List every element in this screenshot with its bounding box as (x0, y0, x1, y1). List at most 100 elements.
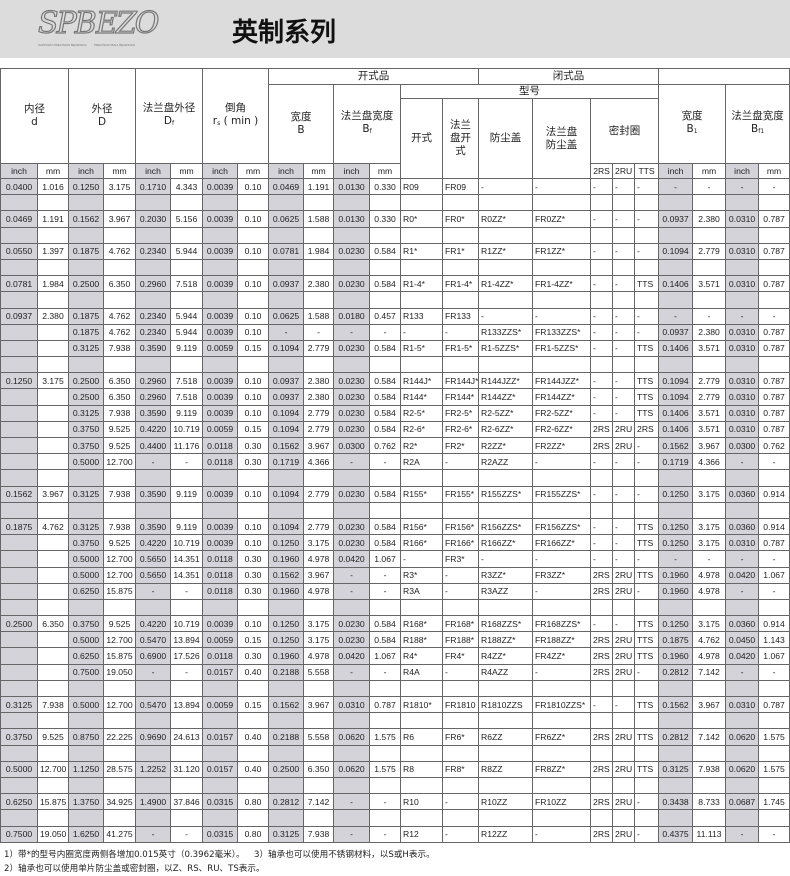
table-cell: - (369, 663, 402, 681)
table-row: 0.5000 12.700 1.1250 28.575 1.2252 31.120 0.01… (0, 760, 790, 778)
table-cell: FR1810 (442, 695, 480, 714)
table-cell (658, 598, 694, 617)
table-cell: 0.3125 (0, 695, 38, 714)
table-cell (170, 291, 203, 309)
table-cell: R2-5ZZ* (478, 404, 534, 422)
table-cell: 0.0039 (202, 485, 238, 503)
table-cell: 0.3125 (68, 404, 104, 422)
table-cell: 0.5000 (68, 631, 104, 649)
table-cell (612, 356, 636, 374)
table-cell (103, 501, 136, 519)
table-cell: 2RS (590, 793, 614, 811)
table-cell (268, 712, 305, 730)
table-cell: 0.1875 (68, 307, 104, 325)
table-cell (202, 291, 238, 309)
table-cell (37, 323, 69, 341)
table-cell (37, 582, 69, 600)
table-cell: - (612, 550, 636, 568)
table-cell: 0.5470 (135, 695, 171, 714)
table-cell (725, 776, 760, 795)
table-cell: 3.967 (303, 695, 335, 714)
table-cell: 0.0625 (268, 210, 305, 228)
table-cell: R144* (400, 388, 444, 406)
table-cell: - (369, 582, 402, 600)
table-cell: R2-6ZZ* (478, 420, 534, 439)
table-cell: FR1-4ZZ* (532, 275, 592, 293)
table-cell: R1-5* (400, 339, 444, 358)
table-cell: 0.0550 (0, 242, 38, 260)
table-cell (590, 598, 614, 617)
table-cell: 0.30 (236, 550, 270, 568)
table-cell: - (333, 663, 371, 681)
table-cell: R10ZZ (478, 793, 534, 811)
table-cell: 0.10 (236, 323, 270, 341)
table-cell (170, 258, 203, 277)
table-cell: - (333, 566, 371, 584)
header-chamfer: 倒角 rs ( min ) (201, 68, 270, 164)
table-cell: 4.366 (303, 453, 335, 471)
table-cell: 0.10 (236, 177, 270, 196)
table-cell: 1.067 (369, 647, 402, 665)
table-cell (442, 712, 480, 730)
table-cell (478, 291, 534, 309)
table-cell: FR156ZZS* (532, 517, 592, 536)
table-cell: 0.6250 (68, 582, 104, 600)
table-cell: 0.787 (758, 388, 790, 406)
table-cell: 7.518 (170, 372, 203, 390)
table-cell (68, 744, 104, 762)
table-cell: 0.3750 (0, 728, 38, 746)
table-cell (658, 776, 694, 795)
table-cell: FR3* (442, 550, 480, 568)
table-cell: 0.0230 (333, 615, 371, 633)
table-cell: 9.525 (37, 728, 69, 746)
table-cell (692, 712, 727, 730)
table-row: 0.5000 12.700 0.5650 14.351 0.0118 0.30 0.1960… (0, 550, 790, 568)
table-cell (612, 258, 636, 277)
table-cell: 0.4220 (135, 615, 171, 633)
table-cell: 0.3590 (135, 339, 171, 358)
table-cell: 6.350 (37, 615, 69, 633)
table-cell (236, 776, 270, 795)
table-cell: 0.1960 (268, 550, 305, 568)
table-cell (303, 469, 335, 487)
table-cell: - (442, 453, 480, 471)
table-cell: 0.0118 (202, 453, 238, 471)
table-row: 0.3125 7.938 0.3590 9.119 0.0059 0.15 0.1094 2.… (0, 339, 790, 358)
table-cell: 2RU (612, 663, 636, 681)
table-cell (634, 809, 660, 827)
table-cell: R144JZZ* (478, 372, 534, 390)
table-cell (725, 226, 760, 244)
table-cell (0, 469, 38, 487)
table-cell (303, 226, 335, 244)
table-cell: 34.925 (103, 793, 136, 811)
table-cell: R12 (400, 825, 444, 843)
table-cell (590, 776, 614, 795)
table-cell: R0ZZ* (478, 210, 534, 228)
header-banner: SPB EZO SAPPORO PRECISION BEARINGS PRECI… (0, 0, 790, 58)
table-cell: 0.2500 (68, 275, 104, 293)
table-cell (725, 744, 760, 762)
table-cell: 3.967 (103, 210, 136, 228)
table-cell (590, 679, 614, 698)
table-cell: - (634, 453, 660, 471)
table-cell: 0.584 (369, 534, 402, 552)
table-cell (612, 469, 636, 487)
table-cell: 7.938 (103, 485, 136, 503)
table-cell: 7.142 (692, 663, 727, 681)
table-cell: 0.2340 (135, 323, 171, 341)
table-cell (658, 226, 694, 244)
page-title: 英制系列 (232, 18, 337, 48)
table-cell: R133ZZS* (478, 323, 534, 341)
table-cell (303, 194, 335, 212)
table-cell (0, 453, 38, 471)
table-cell (758, 501, 790, 519)
table-cell (658, 712, 694, 730)
table-cell: FR168* (442, 615, 480, 633)
table-cell: - (590, 550, 614, 568)
table-cell: - (758, 307, 790, 325)
table-cell: - (442, 323, 480, 341)
table-cell (103, 469, 136, 487)
table-cell: 0.0118 (202, 550, 238, 568)
table-cell: FR1-5* (442, 339, 480, 358)
table-cell: 2RU (612, 728, 636, 746)
